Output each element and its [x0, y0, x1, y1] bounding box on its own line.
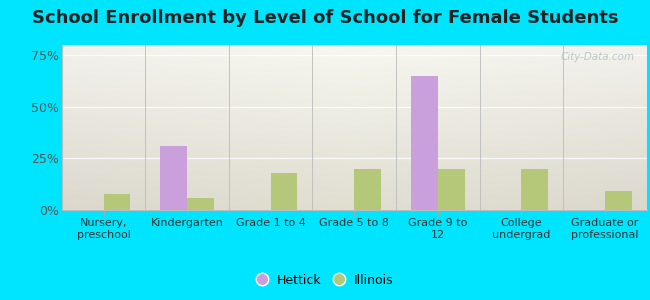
Text: City-Data.com: City-Data.com [561, 52, 635, 61]
Bar [411, 76, 438, 210]
Bar [161, 146, 187, 210]
Bar [270, 173, 298, 210]
Bar [605, 191, 632, 210]
Bar [103, 194, 130, 210]
Bar [187, 198, 214, 210]
Bar [438, 169, 465, 210]
Bar [521, 169, 548, 210]
Text: School Enrollment by Level of School for Female Students: School Enrollment by Level of School for… [32, 9, 618, 27]
Legend: Hettick, Illinois: Hettick, Illinois [253, 270, 397, 291]
Bar [354, 169, 381, 210]
